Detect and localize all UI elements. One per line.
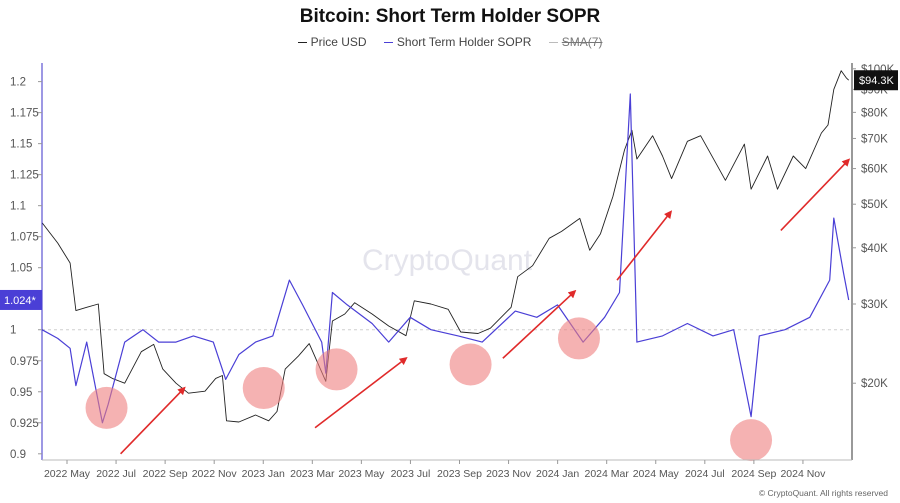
y-left-tick-label: 1.125 <box>10 170 39 182</box>
chart-title: Bitcoin: Short Term Holder SOPR <box>299 6 601 27</box>
y-right-tick-label: $50K <box>861 199 888 211</box>
y-right-tick-label: $70K <box>861 133 888 145</box>
watermark: CryptoQuant <box>362 244 533 277</box>
y-left-tick-label: 0.925 <box>10 418 39 430</box>
x-tick-label: 2022 Jul <box>96 468 136 480</box>
x-tick-label: 2022 Sep <box>143 468 188 480</box>
legend-label-sopr: Short Term Holder SOPR <box>396 35 532 49</box>
legend-label-sma: SMA(7) <box>561 35 603 49</box>
y-left-tick-label: 1.175 <box>10 108 39 120</box>
y-right-tick-label: $40K <box>861 243 888 255</box>
x-tick-label: 2023 Mar <box>290 468 335 480</box>
y-left-tick-label: 1 <box>10 325 16 337</box>
y-right-tick-label: $20K <box>861 378 888 390</box>
legend-item-sopr[interactable]: Short Term Holder SOPR <box>383 35 532 49</box>
y-left-tick-label: 1.05 <box>10 263 32 275</box>
current-price-badge <box>854 70 898 91</box>
x-tick-label: 2022 May <box>44 468 91 480</box>
highlight-circle <box>315 348 358 391</box>
highlight-circle <box>557 317 600 360</box>
x-tick-label: 2023 Nov <box>486 468 532 480</box>
legend-item-price[interactable]: Price USD <box>297 35 367 49</box>
highlight-circle <box>85 386 128 429</box>
x-tick-label: 2022 Nov <box>192 468 238 480</box>
legend-swatch-sopr <box>383 42 393 44</box>
legend-item-sma[interactable]: SMA(7) <box>548 35 603 49</box>
legend-swatch-sma <box>548 42 558 44</box>
x-tick-label: 2024 Jan <box>536 468 579 480</box>
x-tick-label: 2024 May <box>633 468 680 480</box>
y-left-tick-label: 0.975 <box>10 356 39 368</box>
y-left-tick-label: 1.075 <box>10 232 39 244</box>
trend-arrow <box>502 289 577 359</box>
legend-swatch-price <box>297 42 307 44</box>
y-left-tick-label: 0.95 <box>10 387 32 399</box>
x-tick-label: 2024 Mar <box>585 468 630 480</box>
y-right-tick-label: $30K <box>861 299 888 311</box>
highlight-circle <box>449 343 492 386</box>
highlight-circle <box>242 367 285 410</box>
chart-legend: Price USD Short Term Holder SOPR SMA(7) <box>0 35 900 49</box>
x-tick-label: 2024 Sep <box>731 468 776 480</box>
x-tick-label: 2024 Nov <box>780 468 826 480</box>
sopr-line <box>41 93 850 424</box>
price-usd-line <box>41 70 850 423</box>
y-right-tick-label: $60K <box>861 164 888 176</box>
copyright-credit: © CryptoQuant. All rights reserved <box>758 488 888 498</box>
y-left-tick-label: 1.15 <box>10 139 32 151</box>
x-tick-label: 2024 Jul <box>685 468 725 480</box>
trend-arrow <box>780 158 851 232</box>
current-sopr-badge <box>0 289 42 310</box>
current-sopr-label: 1.024* <box>4 295 37 307</box>
x-tick-label: 2023 Sep <box>437 468 482 480</box>
x-tick-label: 2023 Jan <box>242 468 285 480</box>
y-left-tick-label: 1.1 <box>10 201 26 213</box>
y-right-tick-label: $80K <box>861 107 888 119</box>
trend-arrow <box>120 386 186 455</box>
x-tick-label: 2023 Jul <box>391 468 431 480</box>
highlight-circle <box>730 419 773 462</box>
legend-label-price: Price USD <box>310 35 367 49</box>
trend-arrow <box>314 357 408 429</box>
x-tick-label: 2023 May <box>338 468 385 480</box>
current-price-label: $94.3K <box>859 75 895 87</box>
y-left-tick-label: 1.2 <box>10 77 26 89</box>
trend-arrow <box>616 210 673 281</box>
y-left-tick-label: 0.9 <box>10 449 26 461</box>
